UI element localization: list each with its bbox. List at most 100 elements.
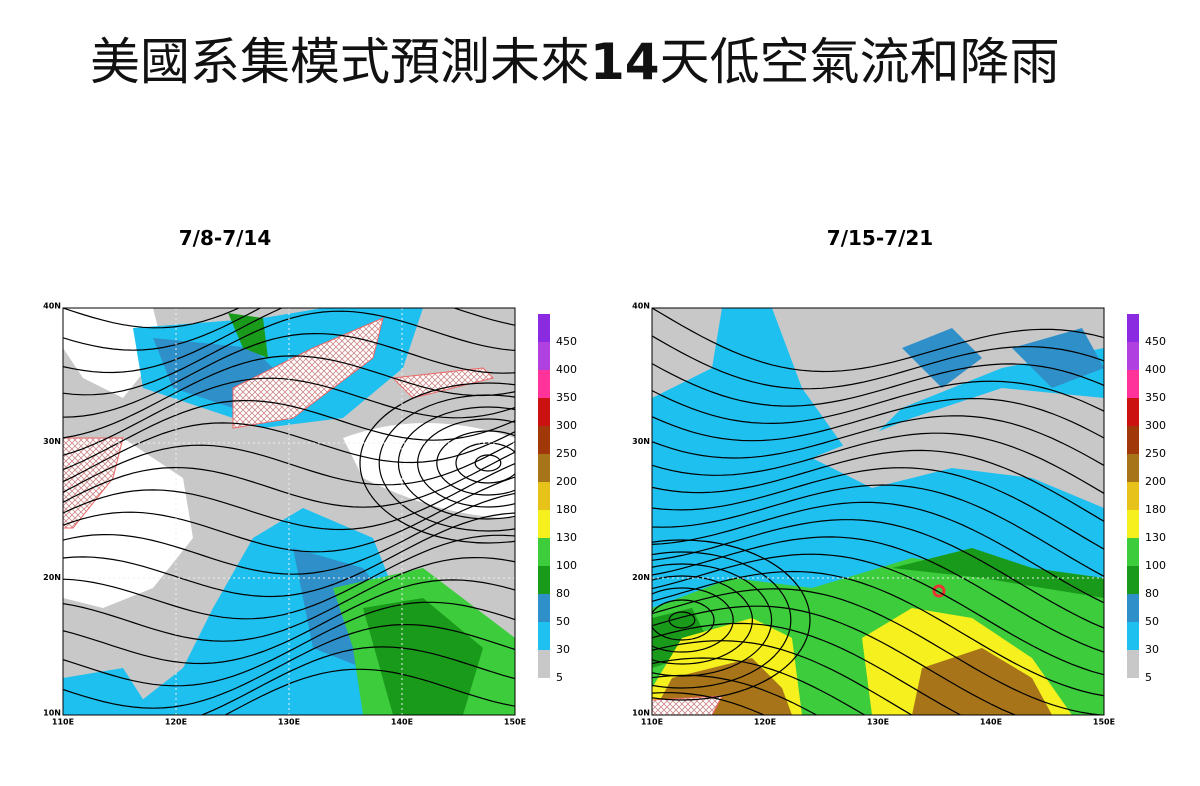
lat-label: 30N	[43, 437, 61, 446]
colorbar-box	[1127, 398, 1139, 426]
streamline	[359, 382, 515, 544]
lon-label: 150E	[1093, 718, 1115, 727]
colorbar-box	[538, 622, 550, 650]
colorbar-box	[538, 594, 550, 622]
lon-label: 130E	[867, 718, 889, 727]
slide-title: 美國系集模式預測未來14天低空氣流和降雨	[90, 22, 1060, 94]
colorbar-box	[1127, 314, 1139, 342]
colorbar-label: 350	[556, 391, 577, 404]
lat-label: 20N	[632, 573, 650, 582]
streamline	[652, 622, 962, 715]
colorbar-label: 350	[1145, 391, 1166, 404]
colorbar-label: 30	[1145, 643, 1159, 656]
colorbar-box	[538, 650, 550, 678]
colorbar-label: 100	[556, 559, 577, 572]
colorbar-box	[538, 482, 550, 510]
colorbar-label: 200	[556, 475, 577, 488]
streamline	[378, 394, 515, 532]
streamline	[63, 308, 515, 374]
colorbar-box	[538, 510, 550, 538]
colorbar-box	[1127, 342, 1139, 370]
colorbar-label: 200	[1145, 475, 1166, 488]
colorbar-label: 450	[556, 335, 577, 348]
colorbar-label: 80	[556, 587, 570, 600]
streamline	[652, 563, 773, 677]
colorbar-box	[538, 538, 550, 566]
streamline	[652, 570, 1104, 697]
lon-label: 110E	[641, 718, 663, 727]
streamline	[63, 476, 515, 553]
lon-label: 110E	[52, 718, 74, 727]
streamline	[63, 601, 515, 687]
streamline	[63, 462, 515, 531]
streamline	[652, 588, 1104, 715]
colorbar-box	[1127, 594, 1139, 622]
streamline	[223, 668, 515, 715]
period-label: 7/15-7/21	[826, 226, 934, 250]
colorbar-label: 300	[1145, 419, 1166, 432]
title-text: 美國系集模式預測未來	[90, 33, 590, 91]
colorbar-box	[1127, 538, 1139, 566]
streamline	[63, 332, 515, 418]
streamline	[63, 579, 515, 665]
streamline	[200, 646, 515, 715]
colorbar-box	[1127, 454, 1139, 482]
colorbar-label: 100	[1145, 559, 1166, 572]
lon-label: 120E	[754, 718, 776, 727]
colorbar-box	[1127, 650, 1139, 678]
streamline	[652, 551, 792, 689]
lat-label: 30N	[632, 437, 650, 446]
colorbar: 450 400 350 300 250 200 180 130 100 80 50 30 5	[1127, 314, 1166, 684]
colorbar-box	[1127, 566, 1139, 594]
streamline	[652, 587, 734, 653]
colorbar-label: 400	[1145, 363, 1166, 376]
streamline	[63, 308, 262, 351]
streamline	[652, 605, 1017, 715]
streamline	[63, 310, 515, 396]
streamline	[652, 674, 818, 715]
streamline	[63, 556, 515, 642]
lon-label: 140E	[980, 718, 1002, 727]
lat-label: 40N	[632, 302, 650, 311]
colorbar-box	[538, 398, 550, 426]
colorbar-box	[1127, 426, 1139, 454]
streamline	[63, 441, 515, 493]
streamline	[652, 575, 753, 665]
colorbar-label: 30	[556, 643, 570, 656]
streamline	[63, 355, 515, 439]
colorbar-box	[538, 426, 550, 454]
colorbar-box	[1127, 482, 1139, 510]
streamline	[652, 519, 1104, 629]
lon-label: 140E	[391, 718, 413, 727]
streamline	[652, 484, 1104, 578]
streamline	[417, 418, 515, 508]
title-number: 14	[590, 33, 660, 91]
colorbar-label: 50	[556, 615, 570, 628]
streamline	[63, 623, 515, 709]
lat-label: 10N	[43, 709, 61, 718]
colorbar-label: 5	[556, 671, 563, 684]
colorbar-box	[1127, 370, 1139, 398]
streamline	[652, 335, 1104, 390]
colorbar-box	[538, 342, 550, 370]
colorbar-box	[1127, 622, 1139, 650]
period-label: 7/8-7/14	[178, 226, 272, 250]
streamline	[652, 501, 1104, 604]
streamline	[63, 308, 241, 329]
map	[651, 307, 1105, 716]
colorbar-label: 250	[556, 447, 577, 460]
colorbar-label: 130	[1145, 531, 1166, 544]
map	[62, 307, 516, 716]
lat-label: 10N	[632, 709, 650, 718]
colorbar-label: 5	[1145, 671, 1152, 684]
streamline	[652, 415, 1104, 467]
colorbar-label: 300	[556, 419, 577, 432]
lon-label: 150E	[504, 718, 526, 727]
streamline	[652, 692, 766, 715]
colorbar-label: 180	[1145, 503, 1166, 516]
colorbar-label: 250	[1145, 447, 1166, 460]
colorbar-box	[538, 314, 550, 342]
streamline	[668, 611, 696, 629]
